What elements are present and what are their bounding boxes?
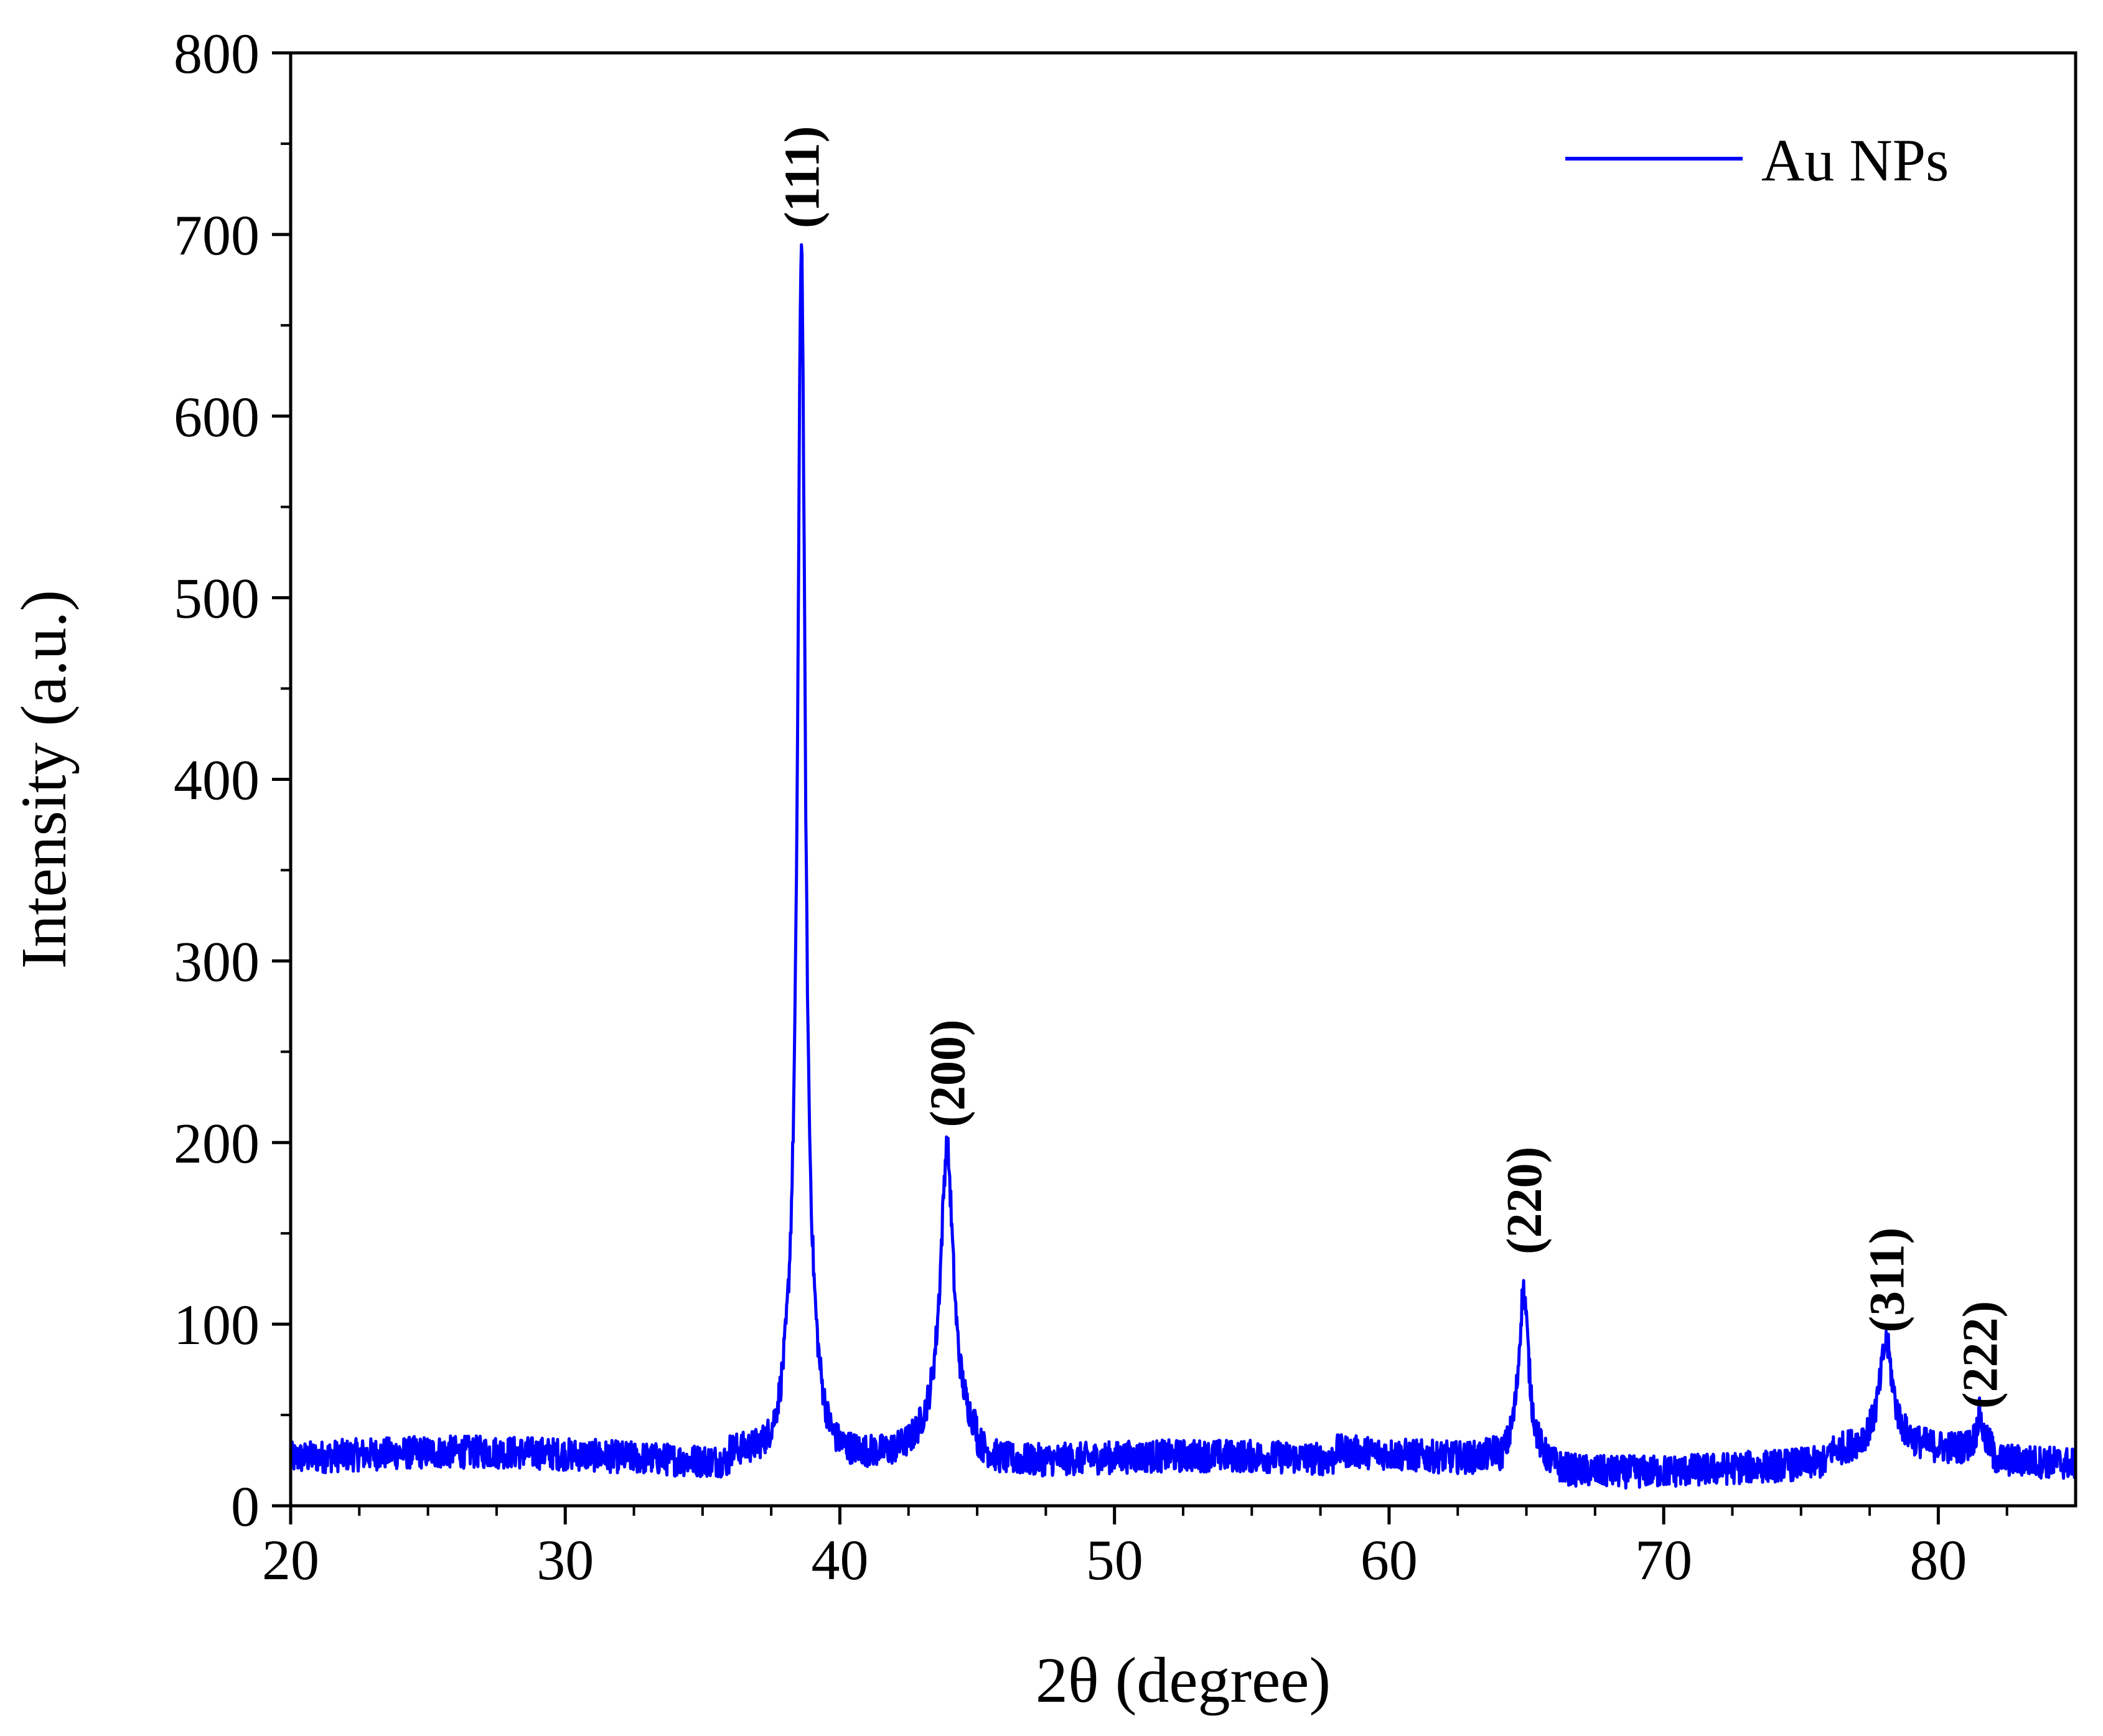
x-axis-ticks: 20 30 40 50 60 70 80 <box>262 1506 1967 1592</box>
x-tick-label: 20 <box>262 1528 319 1592</box>
y-axis-ticks: 0 100 200 300 400 500 600 700 800 <box>174 22 291 1538</box>
x-minor-ticks <box>358 1506 2008 1516</box>
x-tick-label: 80 <box>1909 1528 1967 1592</box>
y-axis-title: Intensity (a.u.) <box>8 590 80 969</box>
y-tick-label: 300 <box>174 930 260 993</box>
y-tick-label: 200 <box>174 1111 260 1175</box>
x-tick-label: 50 <box>1086 1528 1143 1592</box>
peak-label: (111) <box>775 126 830 228</box>
peak-label: (222) <box>1954 1301 2008 1409</box>
y-tick-label: 800 <box>174 22 260 85</box>
series-line-au-nps <box>289 243 2077 1490</box>
plot-frame <box>289 51 2077 1508</box>
peak-annotations: (111) (200) (220) (311) (222) <box>775 126 2008 1409</box>
y-tick-label: 500 <box>174 567 260 630</box>
y-tick-label: 100 <box>174 1293 260 1356</box>
y-tick-label: 600 <box>174 385 260 449</box>
x-tick-label: 40 <box>811 1528 868 1592</box>
x-tick-label: 70 <box>1635 1528 1692 1592</box>
legend: Au NPs <box>1565 127 1949 194</box>
peak-label: (200) <box>921 1019 976 1127</box>
x-tick-label: 60 <box>1361 1528 1418 1592</box>
peak-label: (311) <box>1860 1228 1915 1333</box>
x-tick-label: 30 <box>536 1528 594 1592</box>
y-minor-ticks <box>281 142 291 1417</box>
y-tick-label: 700 <box>174 203 260 267</box>
peak-label: (220) <box>1497 1147 1552 1254</box>
y-tick-label: 400 <box>174 749 260 812</box>
legend-label-au-nps: Au NPs <box>1761 127 1949 194</box>
x-axis-title: 2θ (degree) <box>1036 1645 1331 1716</box>
y-tick-label: 0 <box>231 1475 260 1538</box>
